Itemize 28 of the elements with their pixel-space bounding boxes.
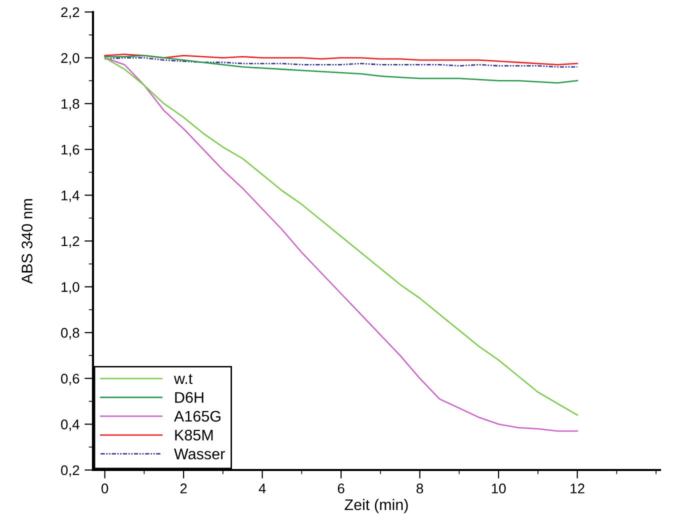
legend-label: K85M [175,430,213,441]
x-tick-label: 12 [570,484,584,494]
line-series [104,54,578,84]
x-tick-label: 4 [258,484,266,494]
y-axis-title: ABS 340 nm [22,199,32,284]
legend-label: w.t [174,374,193,384]
x-tick-label: 0 [101,484,108,494]
y-tick-label: 1,0 [62,282,80,294]
legend-label: A165G [174,410,220,422]
legend-label: D6H [175,392,204,403]
y-tick-label: 1,8 [62,98,80,110]
y-tick-label: 0,2 [61,465,80,477]
line-series [104,54,578,66]
x-tick-label: 10 [492,484,506,494]
y-tick-label: 2,0 [61,53,80,65]
y-tick-label: 1,2 [62,236,80,248]
line-series [104,57,578,68]
y-tick-label: 2,2 [61,7,80,19]
x-axis-title: Zeit (min) [344,498,408,514]
x-tick-label: 8 [416,484,424,494]
x-tick-label: 6 [338,484,344,494]
y-tick-label: 1,6 [62,144,80,156]
x-tick-label: 2 [180,484,187,494]
y-tick-label: 0,8 [61,328,80,340]
y-tick-label: 0,6 [61,374,80,386]
y-tick-label: 0,4 [61,420,80,432]
y-tick-label: 1,4 [62,190,80,202]
legend-label: Wasser [174,448,225,460]
